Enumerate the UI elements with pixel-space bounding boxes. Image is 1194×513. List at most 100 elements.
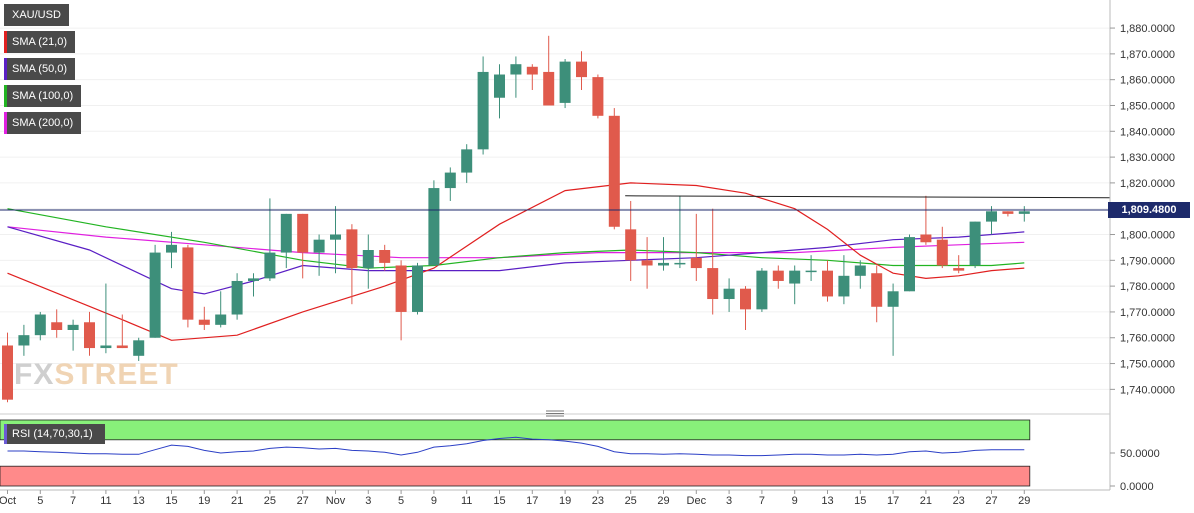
legend-item-sma21[interactable]: SMA (21,0) [4, 31, 76, 53]
candle-body [969, 221, 981, 266]
time-axis: Oct 5 7 11 13 15 19 21 25 27 Nov 3 5 9 11 15 17 19 23 25 29 D… [0, 489, 1110, 507]
time-tick-label: 19 [198, 495, 210, 507]
last-price-tag: 1,809.4800 [1108, 202, 1190, 219]
candle-body [510, 64, 522, 75]
candle-body [461, 149, 473, 173]
price-tick-label: 1,800.0000 [1120, 230, 1175, 242]
candle-body [444, 172, 456, 189]
pane-splitter[interactable] [0, 410, 1110, 417]
candle-body [248, 278, 259, 281]
legend-item-sma100[interactable]: SMA (100,0) [4, 85, 82, 107]
candle-body [477, 71, 489, 150]
candle-body [494, 74, 505, 98]
price-tick-label: 1,740.0000 [1120, 384, 1175, 396]
candle-body [936, 239, 948, 266]
sma-21-line [7, 182, 1025, 341]
time-tick-label: 15 [165, 495, 177, 507]
time-tick-label: 25 [264, 495, 276, 507]
time-tick-label: 11 [100, 495, 111, 507]
time-tick-label: 13 [821, 495, 833, 507]
legend-swatch [4, 4, 7, 26]
candle-body [986, 211, 997, 222]
time-tick-label: 19 [559, 495, 571, 507]
candle-body [953, 268, 965, 271]
time-tick-label: 11 [461, 495, 472, 507]
time-tick-label: 9 [792, 495, 798, 507]
time-tick-label: 3 [726, 495, 732, 507]
candle-body [2, 345, 13, 400]
candle-body [362, 250, 374, 269]
candle-body [690, 257, 702, 269]
candle-body [428, 188, 440, 266]
candle-body [1002, 211, 1014, 214]
candle-body [740, 288, 751, 310]
candle-body [674, 262, 686, 265]
candle-body [51, 322, 63, 330]
sma-100-line [7, 208, 1025, 269]
candle-body [854, 265, 866, 276]
candle-body [871, 273, 883, 307]
time-tick-label: Oct [0, 495, 16, 507]
legend-item-sma200[interactable]: SMA (200,0) [4, 112, 82, 134]
candle-body [231, 280, 243, 315]
legend-item-price[interactable]: XAU/USD [4, 4, 69, 26]
candle-body [166, 244, 177, 253]
candle-body [838, 275, 850, 297]
candle-body [723, 288, 735, 300]
time-tick-label: 23 [592, 495, 604, 507]
rsi-line [7, 436, 1025, 457]
price-axis: 1,740.0000 1,750.0000 1,760.0000 1,770.0000… [1109, 0, 1175, 490]
time-tick-label: 5 [37, 495, 43, 507]
legend-label: SMA (50,0) [12, 63, 68, 75]
price-tick-label: 1,860.0000 [1120, 75, 1175, 87]
time-tick-label: Dec [687, 495, 707, 507]
legend-swatch [4, 112, 7, 134]
price-tick-label: 1,880.0000 [1120, 23, 1175, 35]
time-tick-label: 7 [70, 495, 76, 507]
candle-body [18, 335, 30, 346]
candle-body [526, 66, 538, 75]
candle-body [313, 239, 325, 253]
legend-item-sma50[interactable]: SMA (50,0) [4, 58, 76, 80]
legend-label: XAU/USD [12, 9, 61, 21]
candle-body [658, 262, 669, 266]
candle-body [641, 260, 653, 266]
candle-body [379, 250, 391, 263]
time-tick-label: 9 [431, 495, 437, 507]
candle-body [805, 270, 817, 273]
candle-body [543, 71, 555, 106]
candle-body [887, 291, 899, 307]
resistance-line [625, 195, 1111, 199]
time-tick-label: 21 [920, 495, 932, 507]
rsi-tick-label: 0.0000 [1120, 481, 1154, 493]
candle-body [182, 247, 194, 320]
rsi-overbought-zone [0, 419, 1031, 441]
price-tick-label: 1,840.0000 [1120, 126, 1175, 138]
candle-body [822, 270, 833, 297]
legend-label: SMA (200,0) [12, 117, 74, 129]
candle-body [198, 319, 210, 325]
time-tick-label: 29 [1018, 495, 1030, 507]
time-tick-label: 3 [365, 495, 371, 507]
time-tick-label: 21 [231, 495, 243, 507]
candle-body [920, 234, 932, 243]
candle-body [84, 322, 95, 349]
time-tick-label: Nov [326, 495, 346, 507]
rsi-legend[interactable]: RSI (14,70,30,1) [4, 424, 105, 444]
candle-body [625, 229, 637, 261]
candle-body [67, 324, 79, 330]
candle-body [133, 340, 145, 356]
candle-body [297, 213, 309, 253]
time-tick-label: 17 [526, 495, 538, 507]
candle-body [592, 77, 604, 116]
candle-body [576, 61, 587, 78]
rsi-legend-label: RSI (14,70,30,1) [12, 428, 93, 440]
price-tick-label: 1,790.0000 [1120, 255, 1175, 267]
candle-body [707, 268, 719, 300]
candle-body [772, 270, 784, 281]
price-tick-label: 1,830.0000 [1120, 152, 1175, 164]
fxstreet-watermark: FXSTREET [14, 358, 179, 391]
candle-body [34, 314, 46, 336]
candle-body [412, 265, 423, 312]
